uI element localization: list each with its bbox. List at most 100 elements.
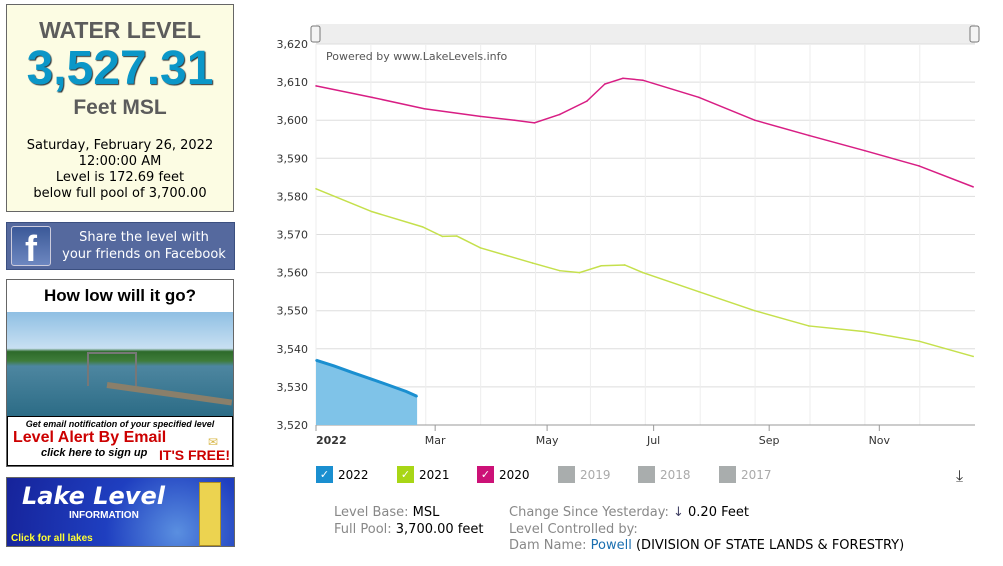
series-2022-point [416,395,418,398]
series-2020-point [864,149,866,152]
lake-dock-photo [7,312,233,416]
level-base: MSL [412,505,440,520]
water-level-chart: 3,620 3,610 3,600 3,590 3,580 3,570 3,560 3,550… [277,24,980,447]
checkbox-icon[interactable] [719,466,736,483]
water-level-unit: Feet MSL [73,96,167,119]
series-2022-point [315,359,317,362]
series-2021-point [441,235,444,238]
y-tick-label: 3,610 [277,76,309,89]
series-2022-point [387,384,390,386]
series-2020-point [586,100,588,102]
series-2020-point [479,115,482,118]
dam-label: Dam Name: [509,538,587,553]
legend-item-2017[interactable]: 2017 [719,466,772,483]
series-2020-point [753,119,756,121]
series-2021-point [578,271,581,274]
legend-label: 2022 [338,467,369,482]
series-2020-point [371,96,373,99]
series-2021-point [918,340,920,342]
series-2021-point [456,235,458,237]
envelope-icon: ✉ [208,435,219,449]
legend-label: 2021 [419,467,450,482]
checkbox-icon[interactable]: ✓ [477,466,494,483]
checkbox-icon[interactable] [638,466,655,483]
level-date: Saturday, February 26, 2022 [26,138,214,153]
facebook-icon: f [11,226,51,269]
series-2021-point [315,187,317,190]
facebook-line2: your friends on Facebook [62,247,226,262]
legend-item-2021[interactable]: ✓ 2021 [397,466,450,483]
range-handle-left[interactable] [310,25,321,43]
x-tick-label: Nov [869,434,891,447]
series-2022-point [405,390,408,393]
y-tick-label: 3,600 [277,114,309,127]
series-2021-point [531,262,534,264]
lake-level-logo: Lake Level [22,482,165,510]
facebook-share-banner[interactable]: f Share the level with your friends on Fa… [6,222,235,270]
legend-item-2020[interactable]: ✓ 2020 [477,466,530,483]
y-tick-label: 3,520 [277,419,309,432]
checkbox-icon[interactable]: ✓ [397,466,414,483]
series-2021-point [808,325,810,327]
water-level-title: WATER LEVEL [39,17,201,43]
series-2020-point [513,119,516,121]
level-full-pool: below full pool of 3,700.00 [33,186,207,201]
x-tick-label: Mar [425,434,446,447]
series-2020-point [622,77,624,80]
lake-level-info-banner[interactable]: Lake Level INFORMATION Click for all lak… [6,477,235,547]
level-diff: Level is 172.69 feet [55,170,185,185]
y-tick-label: 3,550 [277,305,309,318]
series-2020-point [315,85,317,87]
alert-title: How low will it go? [43,286,197,305]
series-2021-point [479,247,482,249]
legend-label: 2019 [580,467,611,482]
dam-agency: (DIVISION OF STATE LANDS & FORESTRY) [635,538,905,553]
y-tick-label: 3,530 [277,381,309,394]
level-time: 12:00:00 AM [78,154,162,169]
change-label: Change Since Yesterday: [509,505,669,520]
navigator-bar [316,24,975,44]
series-2020-point [918,165,920,167]
series-2021-point [972,355,974,358]
series-2021-point [558,269,561,272]
series-2020-point [641,79,644,81]
change-value: 0.20 Feet [688,505,749,520]
series-2021-point [641,271,644,274]
water-level-value: 3,527.31 [26,42,214,95]
x-tick-label: Jul [646,434,660,447]
series-2021-point [697,290,700,293]
series-2020-point [808,134,810,137]
legend-item-2019[interactable]: 2019 [558,466,611,483]
y-tick-label: 3,570 [277,229,309,242]
all-lakes-link[interactable]: Click for all lakes [11,533,93,544]
series-2021-point [421,226,424,228]
series-2021-point [864,330,866,333]
series-2021-point [623,264,626,266]
y-tick-label: 3,590 [277,152,309,165]
dam-link[interactable]: Powell [590,538,632,553]
x-tick-label: May [536,434,559,447]
series-2022-point [333,365,335,367]
change-arrow-icon: ↓ [672,505,684,520]
legend-label: 2017 [741,467,772,482]
checkbox-icon[interactable] [558,466,575,483]
controlled-label: Level Controlled by: [509,521,638,537]
legend-label: 2020 [499,467,530,482]
range-handle-right[interactable] [969,25,980,43]
legend-item-2018[interactable]: 2018 [638,466,691,483]
series-2020-point [972,186,974,188]
legend-item-2022[interactable]: ✓ 2022 [316,466,369,483]
level-base-label: Level Base: [334,505,409,520]
series-2022-point [371,378,373,381]
y-tick-label: 3,580 [277,190,309,203]
facebook-line1: Share the level with [79,230,209,245]
x-tick-label: Sep [759,434,780,447]
alert-signup-link[interactable]: click here to sign up [41,447,148,459]
ruler-icon [199,482,221,546]
checkbox-icon[interactable]: ✓ [316,466,333,483]
legend-label: 2018 [660,467,691,482]
level-alert-banner[interactable]: How low will it go? Get email notificati… [6,279,234,467]
water-level-panel: WATER LEVEL 3,527.31 Feet MSL Saturday, … [6,4,234,212]
download-icon[interactable]: ⤓ [956,466,964,485]
series-2020-point [533,122,536,124]
